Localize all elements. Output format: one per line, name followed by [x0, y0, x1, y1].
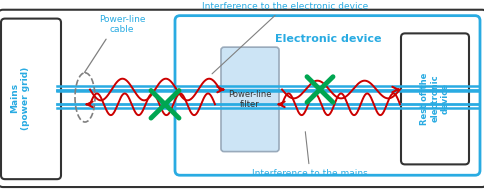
- Text: Interference to the electronic device: Interference to the electronic device: [201, 2, 367, 74]
- Text: Mains
(power grid): Mains (power grid): [10, 67, 30, 130]
- Text: Rest of the
electronic
device: Rest of the electronic device: [419, 72, 449, 125]
- FancyBboxPatch shape: [175, 16, 479, 175]
- Text: Power-line
cable: Power-line cable: [84, 15, 145, 72]
- Text: Interference to the mains: Interference to the mains: [252, 132, 367, 178]
- Text: Power-line
filter: Power-line filter: [228, 90, 271, 109]
- FancyBboxPatch shape: [1, 19, 61, 179]
- FancyBboxPatch shape: [221, 47, 278, 152]
- FancyBboxPatch shape: [0, 10, 484, 187]
- Text: Electronic device: Electronic device: [274, 34, 380, 44]
- FancyBboxPatch shape: [400, 33, 468, 164]
